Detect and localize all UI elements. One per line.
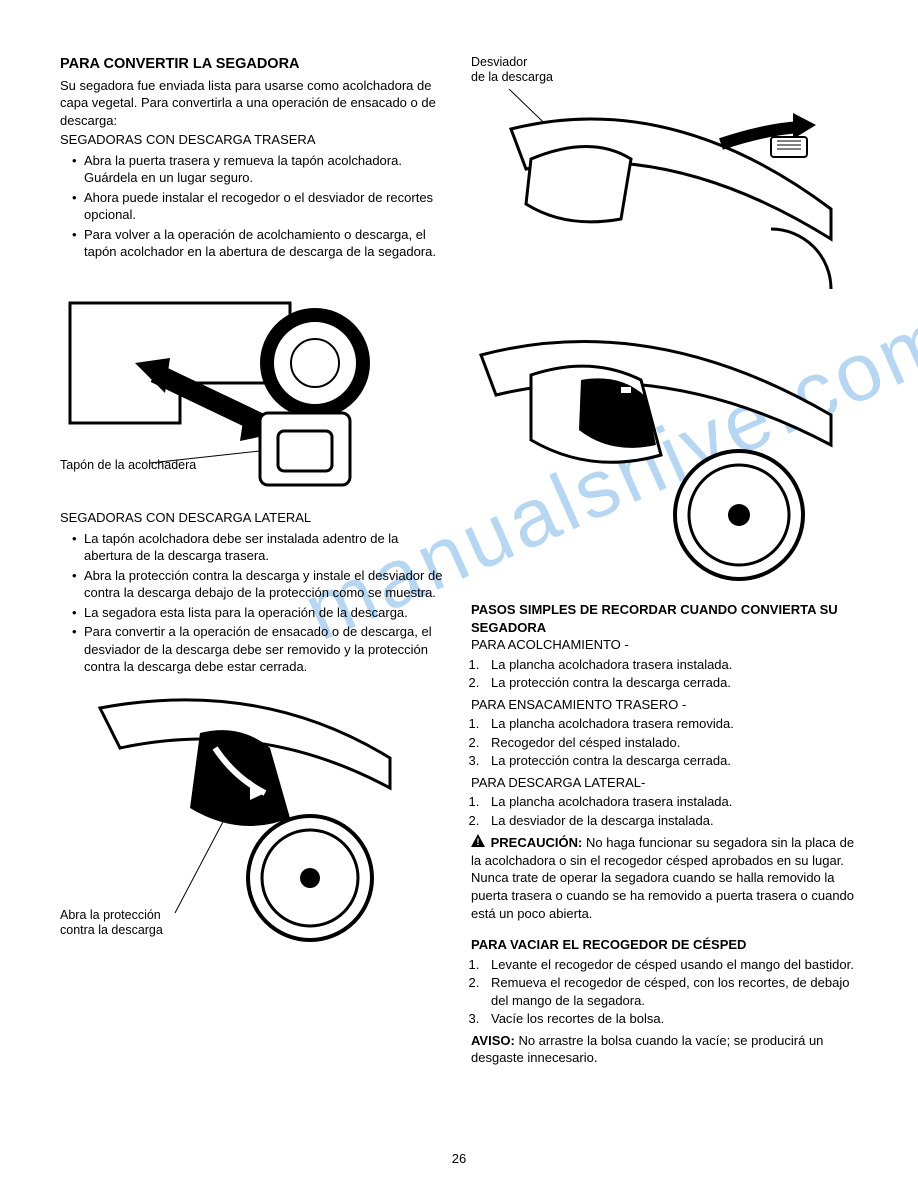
heading-empty-catcher: PARA VACIAR EL RECOGEDOR DE CÉSPED (471, 936, 858, 954)
caution-label: PRECAUCIÓN: (491, 835, 583, 850)
list-item: La segadora esta lista para la operación… (72, 604, 447, 622)
list-item: Ahora puede instalar el recogedor o el d… (72, 189, 447, 224)
subhead-rear: SEGADORAS CON DESCARGA TRASERA (60, 131, 447, 149)
notice-paragraph: AVISO: No arrastre la bolsa cuando la va… (471, 1032, 858, 1067)
list-item: Abra la protección contra la descarga y … (72, 567, 447, 602)
bullet-list-rear: Abra la puerta trasera y remueva la tapó… (60, 152, 447, 261)
figure-label-deflector-l2: de la descarga (471, 70, 553, 84)
notice-label: AVISO: (471, 1033, 515, 1048)
list-side-discharge: La plancha acolchadora trasera instalada… (471, 793, 858, 829)
warning-icon: ! (471, 834, 485, 852)
list-bag: La plancha acolchadora trasera removida.… (471, 715, 858, 770)
list-mulch: La plancha acolchadora trasera instalada… (471, 656, 858, 692)
page-number: 26 (452, 1150, 466, 1168)
bullet-list-side: La tapón acolchadora debe ser instalada … (60, 530, 447, 676)
figure-label-guard-l2: contra la descarga (60, 923, 163, 937)
right-column: Desviador de la descarga (471, 55, 858, 1069)
svg-text:!: ! (477, 837, 480, 847)
figure-guard-closed (471, 325, 858, 585)
list-item: La plancha acolchadora trasera instalada… (483, 656, 858, 674)
subhead-side-discharge: PARA DESCARGA LATERAL- (471, 774, 858, 792)
figure-label-guard-l1: Abra la protección (60, 908, 161, 922)
list-item: Para volver a la operación de acolchamie… (72, 226, 447, 261)
notice-text: No arrastre la bolsa cuando la vacíe; se… (471, 1033, 823, 1066)
subhead-bag: PARA ENSACAMIENTO TRASERO - (471, 696, 858, 714)
heading-convert: PARA CONVERTIR LA SEGADORA (60, 55, 447, 75)
subhead-side: SEGADORAS CON DESCARGA LATERAL (60, 509, 447, 527)
heading-steps: PASOS SIMPLES DE RECORDAR CUANDO CONVIER… (471, 601, 858, 636)
figure-label-deflector-l1: Desviador (471, 55, 527, 69)
list-empty-catcher: Levante el recogedor de césped usando el… (471, 956, 858, 1028)
list-item: Abra la puerta trasera y remueva la tapó… (72, 152, 447, 187)
caution-paragraph: ! PRECAUCIÓN: No haga funcionar su segad… (471, 834, 858, 923)
figure-open-guard: Abra la protección contra la descarga (60, 688, 447, 948)
figure-mulch-plug: Tapón de la acolchadera (60, 273, 447, 493)
figure-deflector-removed (471, 89, 858, 309)
figure-label-mulch-plug: Tapón de la acolchadera (60, 458, 196, 473)
list-item: Levante el recogedor de césped usando el… (483, 956, 858, 974)
list-item: Vacíe los recortes de la bolsa. (483, 1010, 858, 1028)
list-item: La plancha acolchadora trasera removida. (483, 715, 858, 733)
list-item: La protección contra la descarga cerrada… (483, 752, 858, 770)
list-item: Recogedor del césped instalado. (483, 734, 858, 752)
list-item: La protección contra la descarga cerrada… (483, 674, 858, 692)
list-item: Para convertir a la operación de ensacad… (72, 623, 447, 676)
list-item: La tapón acolchadora debe ser instalada … (72, 530, 447, 565)
list-item: La desviador de la descarga instalada. (483, 812, 858, 830)
list-item: Remueva el recogedor de césped, con los … (483, 974, 858, 1009)
intro-text: Su segadora fue enviada lista para usars… (60, 77, 447, 130)
left-column: PARA CONVERTIR LA SEGADORA Su segadora f… (60, 55, 447, 1069)
list-item: La plancha acolchadora trasera instalada… (483, 793, 858, 811)
subhead-mulch: PARA ACOLCHAMIENTO - (471, 636, 858, 654)
